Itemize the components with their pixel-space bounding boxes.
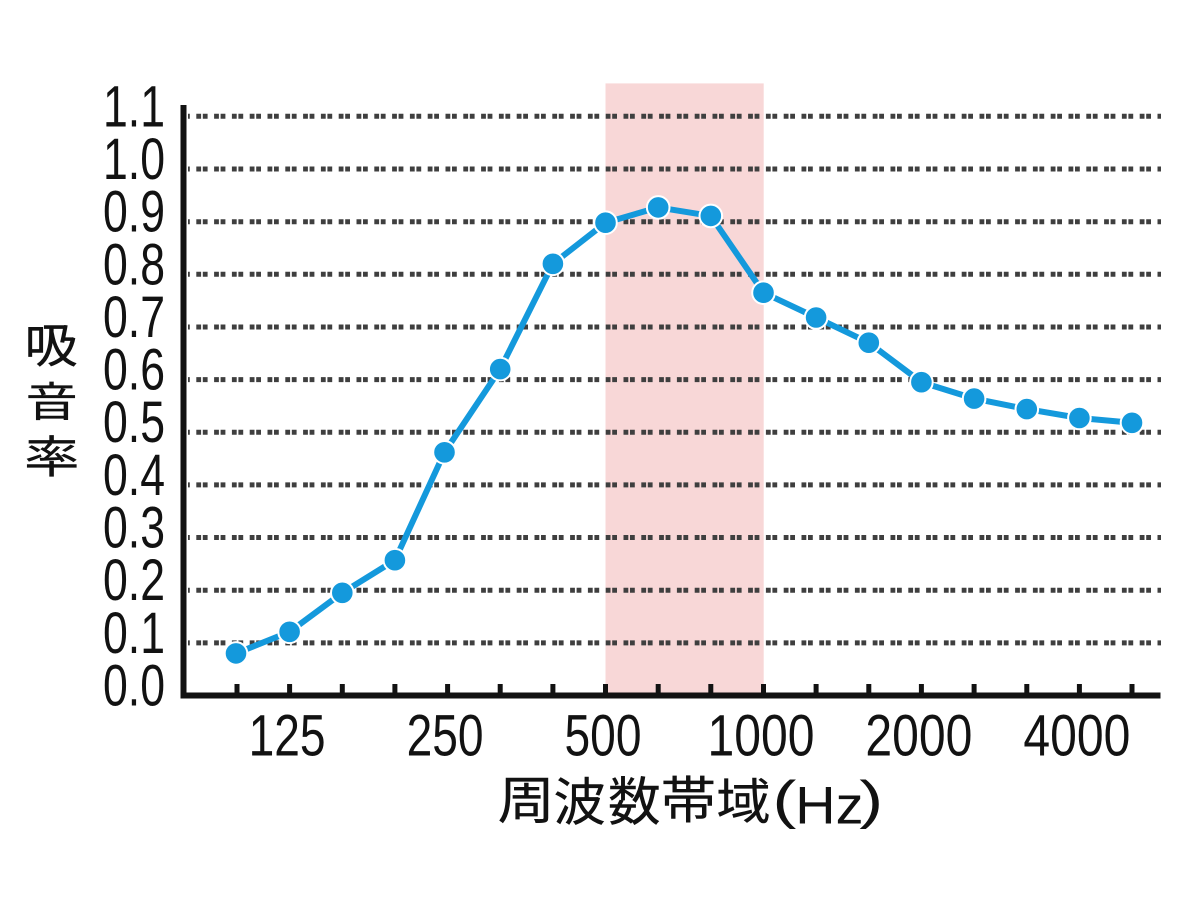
svg-text:0.9: 0.9 [103,180,165,245]
svg-text:0.6: 0.6 [103,338,165,403]
svg-text:1.0: 1.0 [103,127,165,192]
svg-text:0.4: 0.4 [103,443,165,508]
svg-text:0.0: 0.0 [103,654,165,719]
svg-text:0.1: 0.1 [103,601,165,666]
svg-text:2000: 2000 [865,704,972,769]
svg-text:Hz: Hz [795,777,863,836]
svg-text:1.1: 1.1 [103,74,165,139]
svg-text:500: 500 [565,704,642,769]
svg-text:0.5: 0.5 [103,390,165,455]
svg-text:): ) [859,771,883,830]
svg-text:125: 125 [249,704,326,769]
svg-text:0.8: 0.8 [103,232,165,297]
svg-text:4000: 4000 [1023,704,1130,769]
svg-text:1000: 1000 [708,704,815,769]
svg-text:0.7: 0.7 [103,285,165,350]
svg-text:0.3: 0.3 [103,496,165,561]
svg-text:250: 250 [407,704,484,769]
svg-text:0.2: 0.2 [103,548,165,613]
svg-text:(: ( [772,771,796,830]
